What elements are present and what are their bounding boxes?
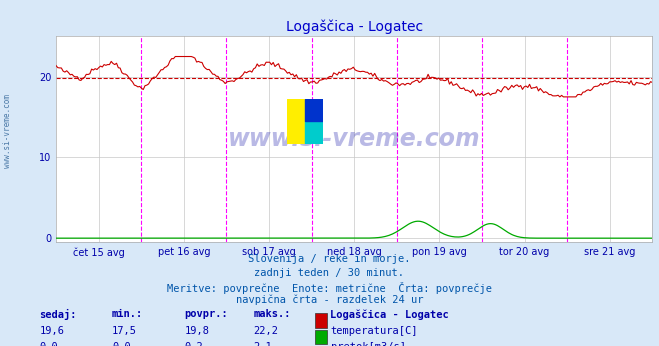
Bar <box>315 330 327 344</box>
Text: Logaščica - Logatec: Logaščica - Logatec <box>330 309 448 320</box>
Text: zadnji teden / 30 minut.: zadnji teden / 30 minut. <box>254 268 405 278</box>
Bar <box>315 313 327 328</box>
Text: 0,0: 0,0 <box>40 343 58 346</box>
Text: Slovenija / reke in morje.: Slovenija / reke in morje. <box>248 254 411 264</box>
Text: 0,0: 0,0 <box>112 343 130 346</box>
Text: 19,6: 19,6 <box>40 326 65 336</box>
Text: min.:: min.: <box>112 309 143 319</box>
Text: 2,1: 2,1 <box>254 343 272 346</box>
Text: www.si-vreme.com: www.si-vreme.com <box>228 127 480 151</box>
Text: 17,5: 17,5 <box>112 326 137 336</box>
Text: povpr.:: povpr.: <box>185 309 228 319</box>
Title: Logaščica - Logatec: Logaščica - Logatec <box>285 19 423 34</box>
Text: temperatura[C]: temperatura[C] <box>331 326 418 336</box>
Bar <box>304 121 323 144</box>
Text: pretok[m3/s]: pretok[m3/s] <box>331 343 406 346</box>
Bar <box>304 99 323 121</box>
Text: 22,2: 22,2 <box>254 326 279 336</box>
Text: sedaj:: sedaj: <box>40 309 77 320</box>
Text: Meritve: povprečne  Enote: metrične  Črta: povprečje: Meritve: povprečne Enote: metrične Črta:… <box>167 282 492 294</box>
Text: www.si-vreme.com: www.si-vreme.com <box>3 94 13 169</box>
Text: navpična črta - razdelek 24 ur: navpična črta - razdelek 24 ur <box>236 295 423 305</box>
Text: 0,2: 0,2 <box>185 343 203 346</box>
Text: 19,8: 19,8 <box>185 326 210 336</box>
Text: maks.:: maks.: <box>254 309 291 319</box>
